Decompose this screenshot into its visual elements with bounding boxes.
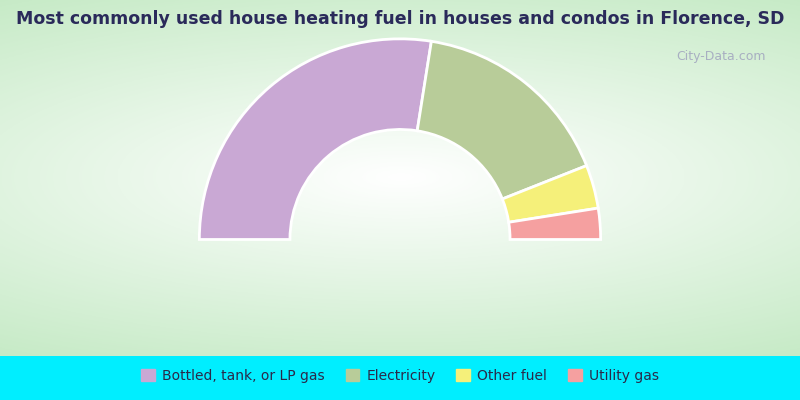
- Wedge shape: [199, 39, 431, 240]
- Wedge shape: [502, 166, 598, 222]
- Wedge shape: [418, 41, 586, 199]
- Text: City-Data.com: City-Data.com: [676, 50, 766, 63]
- Legend: Bottled, tank, or LP gas, Electricity, Other fuel, Utility gas: Bottled, tank, or LP gas, Electricity, O…: [136, 364, 664, 388]
- Text: Most commonly used house heating fuel in houses and condos in Florence, SD: Most commonly used house heating fuel in…: [16, 10, 784, 28]
- Wedge shape: [509, 208, 601, 240]
